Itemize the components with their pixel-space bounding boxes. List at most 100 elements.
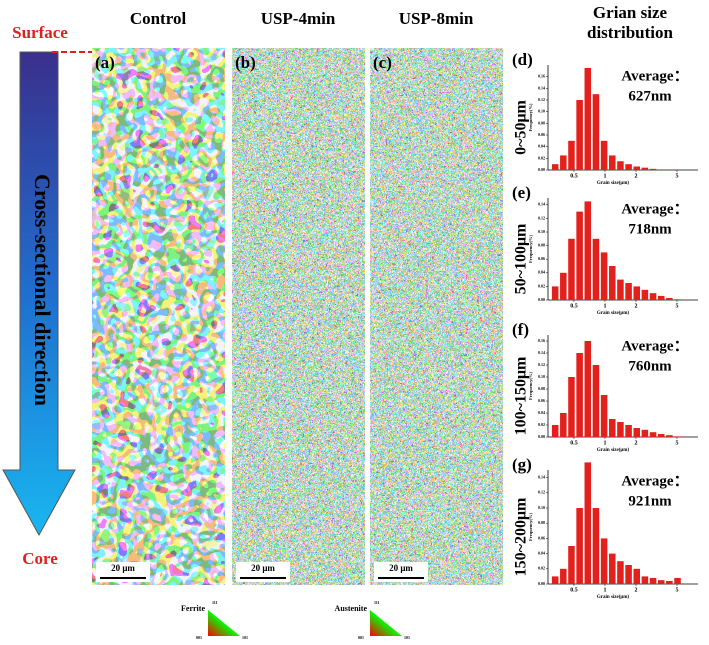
- bar: [600, 140, 608, 170]
- ebsd-map: [92, 48, 225, 585]
- depth-label: 150~200μm: [513, 497, 530, 576]
- bar: [551, 425, 559, 437]
- bar: [657, 169, 665, 170]
- bar: [560, 155, 567, 170]
- column-heading: USP-4min: [261, 9, 336, 28]
- x-tick-label: 5: [675, 440, 678, 446]
- bar: [584, 67, 592, 170]
- bar: [633, 166, 641, 170]
- bar: [600, 395, 608, 437]
- bar: [666, 580, 673, 584]
- x-tick-label: 5: [675, 587, 678, 593]
- bar: [609, 155, 616, 170]
- scale-bar-label: 20 μm: [111, 563, 135, 573]
- scale-bar-label: 20 μm: [251, 563, 275, 573]
- bar: [617, 422, 624, 437]
- core-label: Core: [22, 549, 58, 568]
- x-tick-label: 1: [603, 440, 606, 446]
- scale-bar-label: 20 μm: [389, 563, 413, 573]
- y-tick-label: 0.12: [538, 490, 545, 495]
- ipf-triangle: [370, 610, 402, 636]
- bar: [568, 140, 575, 170]
- panel-label: (c): [373, 53, 392, 72]
- legend-phase: Ferrite: [181, 604, 205, 613]
- y-tick-label: 0.04: [538, 270, 545, 275]
- bar: [609, 266, 616, 300]
- x-tick-label: 5: [675, 173, 678, 179]
- bar: [551, 164, 559, 170]
- y-tick-label: 0.06: [538, 398, 545, 403]
- column-heading: distribution: [587, 23, 674, 42]
- bar: [674, 299, 681, 300]
- bar: [633, 286, 641, 300]
- y-tick-label: 0.08: [538, 243, 545, 248]
- direction-arrow: [2, 51, 76, 537]
- panel-label: (f): [512, 320, 529, 339]
- x-tick-label: 2: [634, 173, 637, 179]
- ebsd-map: [232, 48, 365, 585]
- bar: [576, 353, 583, 437]
- x-tick-label: 2: [634, 440, 637, 446]
- legend-corner: 111: [212, 600, 218, 605]
- panel-label: (d): [512, 50, 533, 69]
- legend-corner: 101: [404, 635, 410, 640]
- x-tick-label: 0.5: [570, 440, 578, 446]
- bar: [609, 553, 616, 584]
- x-axis-label: Grain size(μm): [597, 181, 629, 186]
- y-tick-label: 0.16: [538, 74, 545, 79]
- bar: [576, 100, 583, 170]
- y-tick-label: 0.02: [538, 566, 545, 571]
- bar: [592, 238, 600, 300]
- legend-corner: 101: [242, 635, 248, 640]
- y-tick-label: 0.06: [538, 256, 545, 261]
- bar: [625, 283, 632, 300]
- y-tick-label: 0.16: [538, 338, 545, 343]
- y-axis-label: Frequency(%): [528, 372, 533, 400]
- y-tick-label: 0.06: [538, 535, 545, 540]
- bar: [641, 576, 649, 584]
- bar: [625, 164, 632, 170]
- y-tick-label: 0.10: [538, 109, 545, 114]
- y-tick-label: 0.00: [538, 581, 545, 586]
- bar: [666, 169, 673, 170]
- y-tick-label: 0.02: [538, 422, 545, 427]
- y-tick-label: 0.04: [538, 410, 545, 415]
- bar: [666, 297, 673, 300]
- bar: [633, 428, 641, 437]
- bar: [568, 238, 575, 300]
- bar: [584, 462, 592, 584]
- y-tick-label: 0.14: [538, 350, 545, 355]
- annotation: 760nm: [628, 358, 672, 374]
- y-tick-label: 0.00: [538, 434, 545, 439]
- legend-corner: 001: [358, 635, 364, 640]
- bar: [617, 279, 624, 300]
- bar: [641, 167, 649, 170]
- x-tick-label: 0.5: [570, 173, 578, 179]
- bar: [551, 286, 559, 300]
- x-tick-label: 1: [603, 303, 606, 309]
- y-tick-label: 0.10: [538, 374, 545, 379]
- ipf-triangle: [208, 610, 240, 636]
- bar: [625, 425, 632, 437]
- bar: [666, 435, 673, 437]
- bar: [584, 201, 592, 300]
- bar: [641, 429, 649, 437]
- depth-label: 50~100μm: [513, 223, 530, 294]
- legend-phase: Austenite: [335, 604, 368, 613]
- bar: [649, 293, 657, 300]
- x-axis-label: Grain size(μm): [597, 448, 629, 453]
- x-tick-label: 0.5: [570, 303, 578, 309]
- x-tick-label: 1: [603, 587, 606, 593]
- y-axis-label: Frequency(%): [528, 235, 533, 263]
- bar: [641, 289, 649, 300]
- bar: [576, 508, 583, 584]
- bar: [657, 295, 665, 300]
- bar: [600, 538, 608, 584]
- y-tick-label: 0.06: [538, 132, 545, 137]
- bar: [609, 419, 616, 437]
- y-tick-label: 0.00: [538, 297, 545, 302]
- panel-label: (e): [512, 183, 531, 202]
- bar: [560, 568, 567, 584]
- y-tick-label: 0.12: [538, 362, 545, 367]
